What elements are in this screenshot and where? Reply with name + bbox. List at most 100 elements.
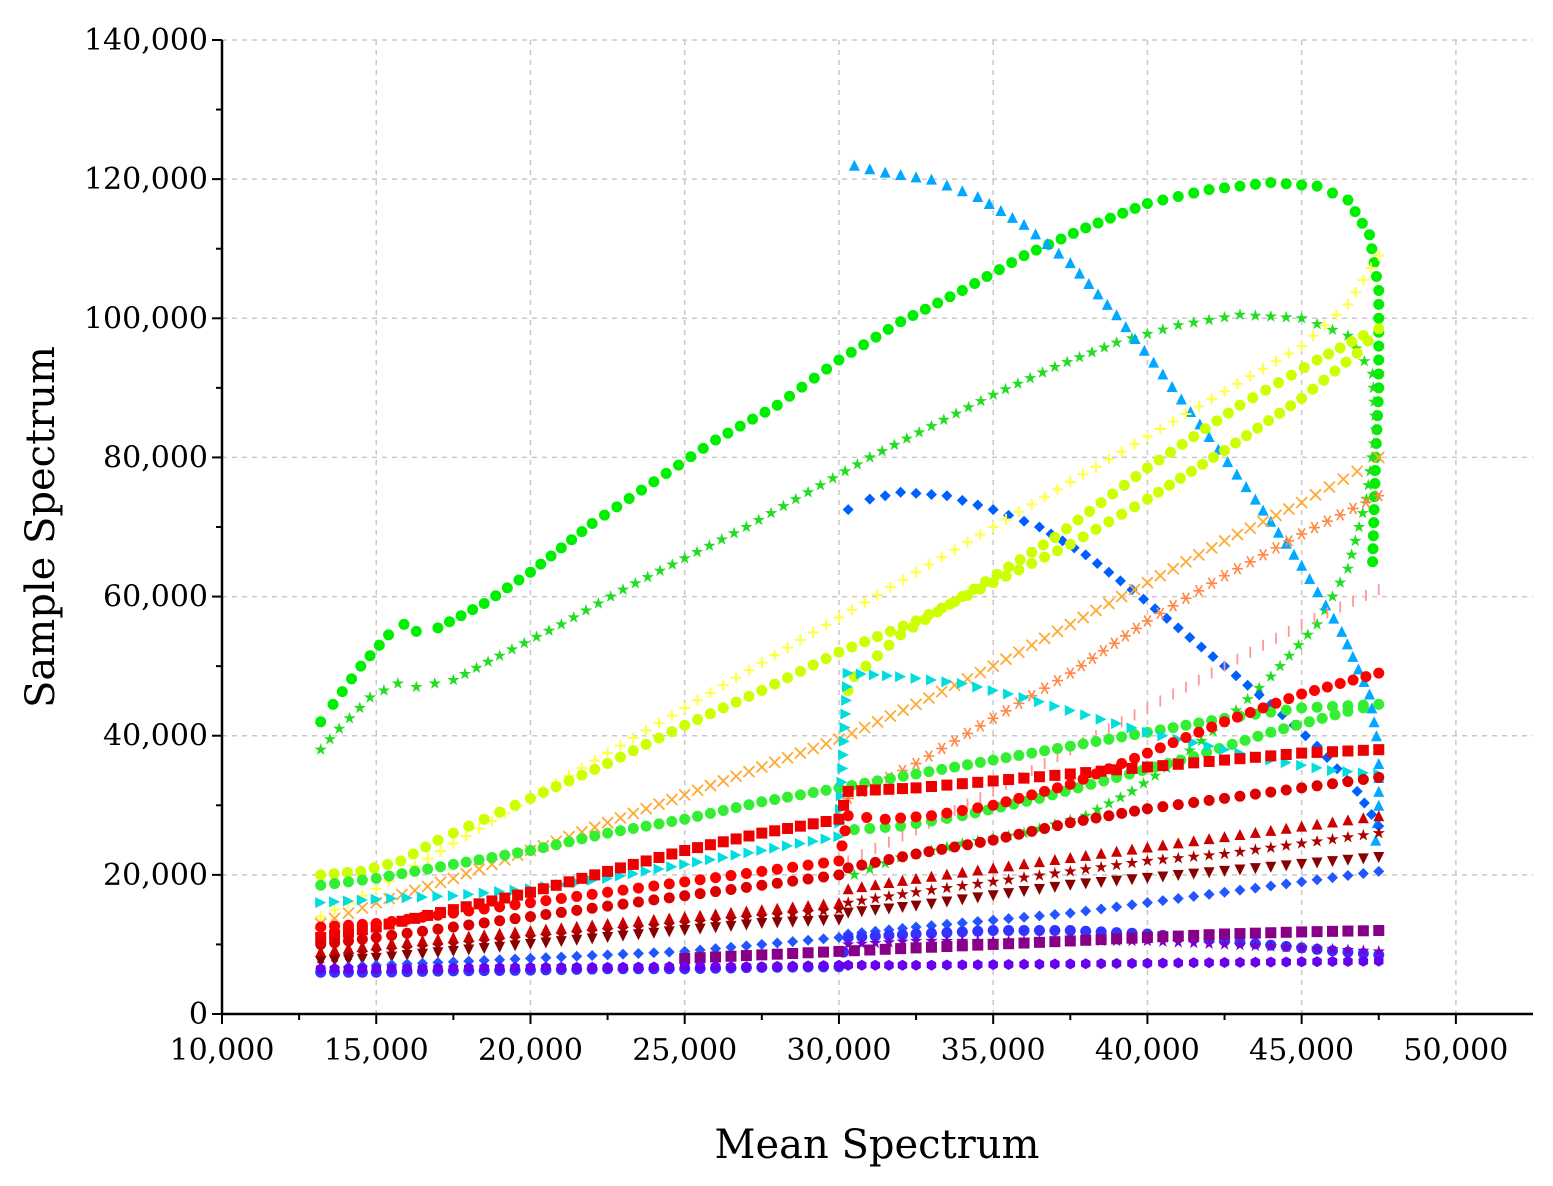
data-point [848,945,860,957]
data-point [455,610,467,622]
data-point [1311,746,1323,758]
data-point [1051,782,1063,794]
data-point [679,952,691,964]
data-point [1174,472,1186,484]
data-point [1326,925,1338,937]
data-point [1141,854,1154,867]
data-point [447,827,459,839]
data-point [839,722,851,734]
data-point [842,862,854,874]
data-point [370,883,382,895]
data-point [1033,883,1045,895]
data-point [1187,936,1200,949]
data-point [1265,824,1277,836]
data-point [932,606,944,618]
data-point [1231,468,1243,480]
data-point [518,636,531,649]
data-point [1079,862,1092,875]
data-point [869,784,881,796]
data-point [539,929,553,942]
y-tick-label: 40,000 [103,719,208,754]
data-point [1342,194,1354,206]
data-point [1242,679,1254,691]
data-point [363,691,377,703]
data-point [663,918,676,931]
data-point [479,962,489,974]
data-point [769,793,781,805]
data-point [1311,926,1323,938]
data-point [499,849,511,861]
data-point [640,820,652,832]
x-tick-label: 25,000 [632,1033,737,1068]
data-point [1273,526,1285,538]
data-point [833,914,845,926]
data-point [1003,888,1015,900]
data-point [911,959,921,971]
data-point [1018,925,1030,937]
data-point [1034,958,1045,970]
data-point [1126,874,1138,886]
data-point [478,954,490,966]
data-point [1003,688,1015,700]
data-point [1125,856,1139,869]
data-point [1077,814,1089,826]
data-point [787,861,799,873]
data-point [1148,356,1160,368]
data-point [550,879,562,891]
data-point [653,818,665,830]
data-point [1180,731,1192,743]
data-point [991,568,1003,580]
data-point [910,672,922,684]
data-point [545,550,557,562]
data-point [941,941,953,953]
data-point [843,959,853,971]
data-point [1357,774,1369,786]
data-point [692,713,704,725]
data-point [328,912,341,925]
x-tick-label: 35,000 [941,1033,1046,1068]
data-point [956,926,968,938]
data-point [1218,847,1231,860]
data-point [679,845,691,857]
data-point [925,898,937,910]
data-point [1033,910,1045,922]
data-point [1249,178,1261,190]
data-point [355,660,367,672]
data-point [1249,927,1261,939]
data-point [1263,415,1275,427]
data-point [383,870,395,882]
data-point [329,920,341,932]
data-point [494,915,506,927]
data-point [820,653,832,665]
data-point [1049,531,1061,543]
data-point [1080,849,1092,861]
data-point [342,906,355,920]
data-point [572,961,582,973]
data-point [1000,796,1012,808]
data-point [576,872,588,884]
data-point [1309,488,1322,501]
data-point [1075,659,1087,672]
data-point [710,434,722,446]
data-point [1347,674,1359,686]
data-point [1048,360,1062,373]
data-point [356,894,368,906]
data-point [1296,876,1308,888]
data-point [342,895,354,907]
data-point [1370,271,1382,283]
data-point [530,630,543,643]
data-point [1363,464,1377,477]
data-point [1049,881,1061,893]
data-point [872,631,883,643]
data-point [1111,875,1123,887]
data-point [710,872,722,884]
data-point [1013,828,1025,840]
data-point [1097,644,1109,657]
data-point [841,681,853,693]
data-point [1163,479,1175,491]
data-point [1285,400,1297,412]
data-point [1000,752,1012,764]
data-point [1157,839,1169,851]
data-point [730,849,742,861]
data-point [910,566,922,578]
